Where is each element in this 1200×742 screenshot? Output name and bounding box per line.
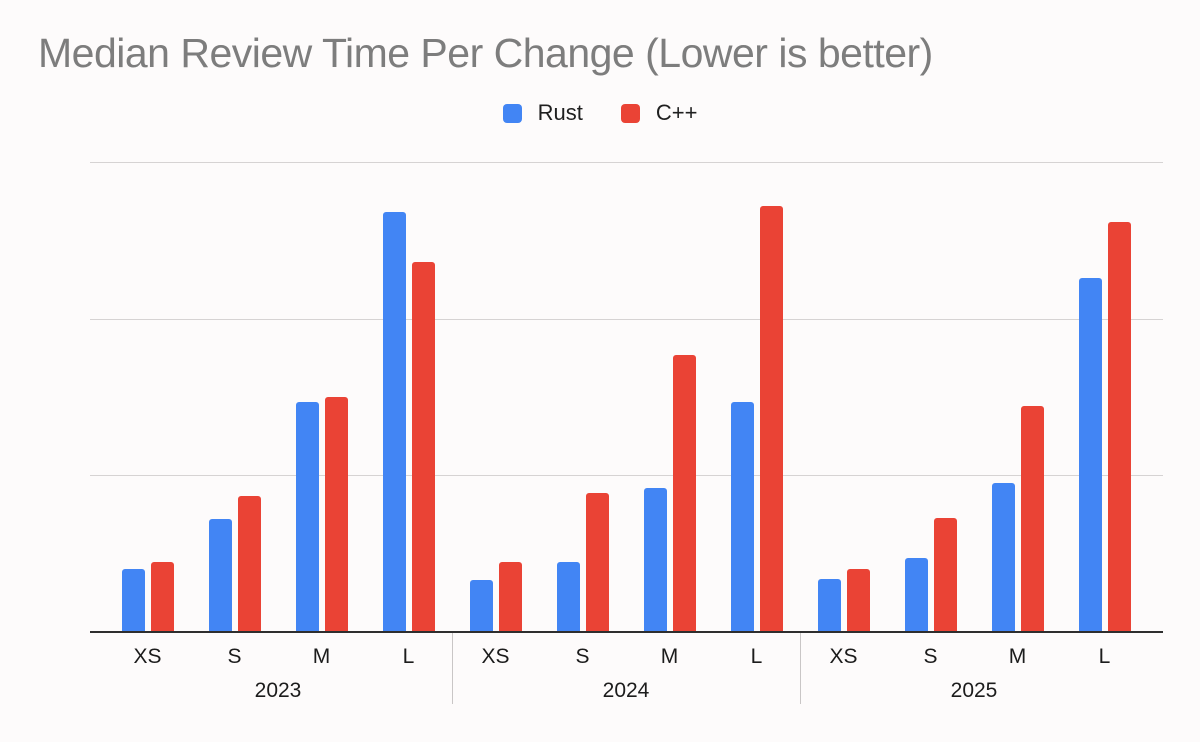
bar-rust-2024-s[interactable] <box>556 561 580 632</box>
bar-cpp-2023-m[interactable] <box>324 397 348 632</box>
gridline <box>90 162 1163 163</box>
rust-series-swatch-icon <box>502 103 522 123</box>
bar-rust-2023-m[interactable] <box>295 401 319 632</box>
x-axis-category-label: S <box>923 645 938 668</box>
x-axis-category-label: S <box>227 645 242 668</box>
year-separator <box>452 633 453 704</box>
year-separator <box>800 633 801 704</box>
legend-label-cpp: C++ <box>655 100 698 125</box>
bar-rust-2025-xs[interactable] <box>817 578 841 632</box>
legend-item-rust[interactable]: Rust <box>502 100 583 126</box>
x-axis-category-label: M <box>312 645 331 668</box>
bar-rust-2025-l[interactable] <box>1078 277 1102 632</box>
bar-cpp-2023-xs[interactable] <box>150 561 174 632</box>
x-axis-year-label: 2023 <box>254 679 302 702</box>
bar-cpp-2024-xs[interactable] <box>498 561 522 632</box>
bar-rust-2023-xs[interactable] <box>121 569 145 632</box>
bar-cpp-2025-l[interactable] <box>1107 221 1131 632</box>
bar-rust-2025-s[interactable] <box>904 558 928 632</box>
bar-cpp-2024-m[interactable] <box>672 354 696 632</box>
legend: Rust C++ <box>0 100 1200 126</box>
cpp-series-swatch-icon <box>620 103 640 123</box>
bar-cpp-2024-s[interactable] <box>585 492 609 632</box>
x-axis-category-label: XS <box>133 645 162 668</box>
x-axis-category-label: M <box>660 645 679 668</box>
bar-cpp-2025-s[interactable] <box>933 517 957 632</box>
bar-cpp-2023-l[interactable] <box>411 262 435 632</box>
x-axis-category-label: L <box>1098 645 1111 668</box>
legend-item-cpp[interactable]: C++ <box>620 100 698 126</box>
bar-rust-2024-m[interactable] <box>643 487 667 632</box>
gridline <box>90 475 1163 477</box>
bar-rust-2023-l[interactable] <box>382 212 406 632</box>
x-axis-category-label: S <box>575 645 590 668</box>
bar-rust-2023-s[interactable] <box>208 519 232 632</box>
legend-label-rust: Rust <box>537 100 583 125</box>
x-axis-category-label: L <box>750 645 763 668</box>
x-axis-category-label: M <box>1008 645 1027 668</box>
bar-rust-2024-l[interactable] <box>730 401 754 632</box>
gridline <box>90 318 1163 320</box>
x-axis-year-label: 2025 <box>950 679 998 702</box>
x-axis-category-label: XS <box>481 645 510 668</box>
bar-cpp-2023-s[interactable] <box>237 495 261 632</box>
x-axis-line <box>90 631 1163 633</box>
bar-rust-2025-m[interactable] <box>991 483 1015 632</box>
bar-cpp-2024-l[interactable] <box>759 205 783 632</box>
bar-cpp-2025-xs[interactable] <box>846 569 870 632</box>
x-axis-category-label: XS <box>829 645 858 668</box>
x-axis-year-label: 2024 <box>602 679 650 702</box>
bar-rust-2024-xs[interactable] <box>469 580 493 632</box>
bar-cpp-2025-m[interactable] <box>1020 406 1044 632</box>
x-axis-category-label: L <box>402 645 415 668</box>
chart-title: Median Review Time Per Change (Lower is … <box>38 30 933 76</box>
